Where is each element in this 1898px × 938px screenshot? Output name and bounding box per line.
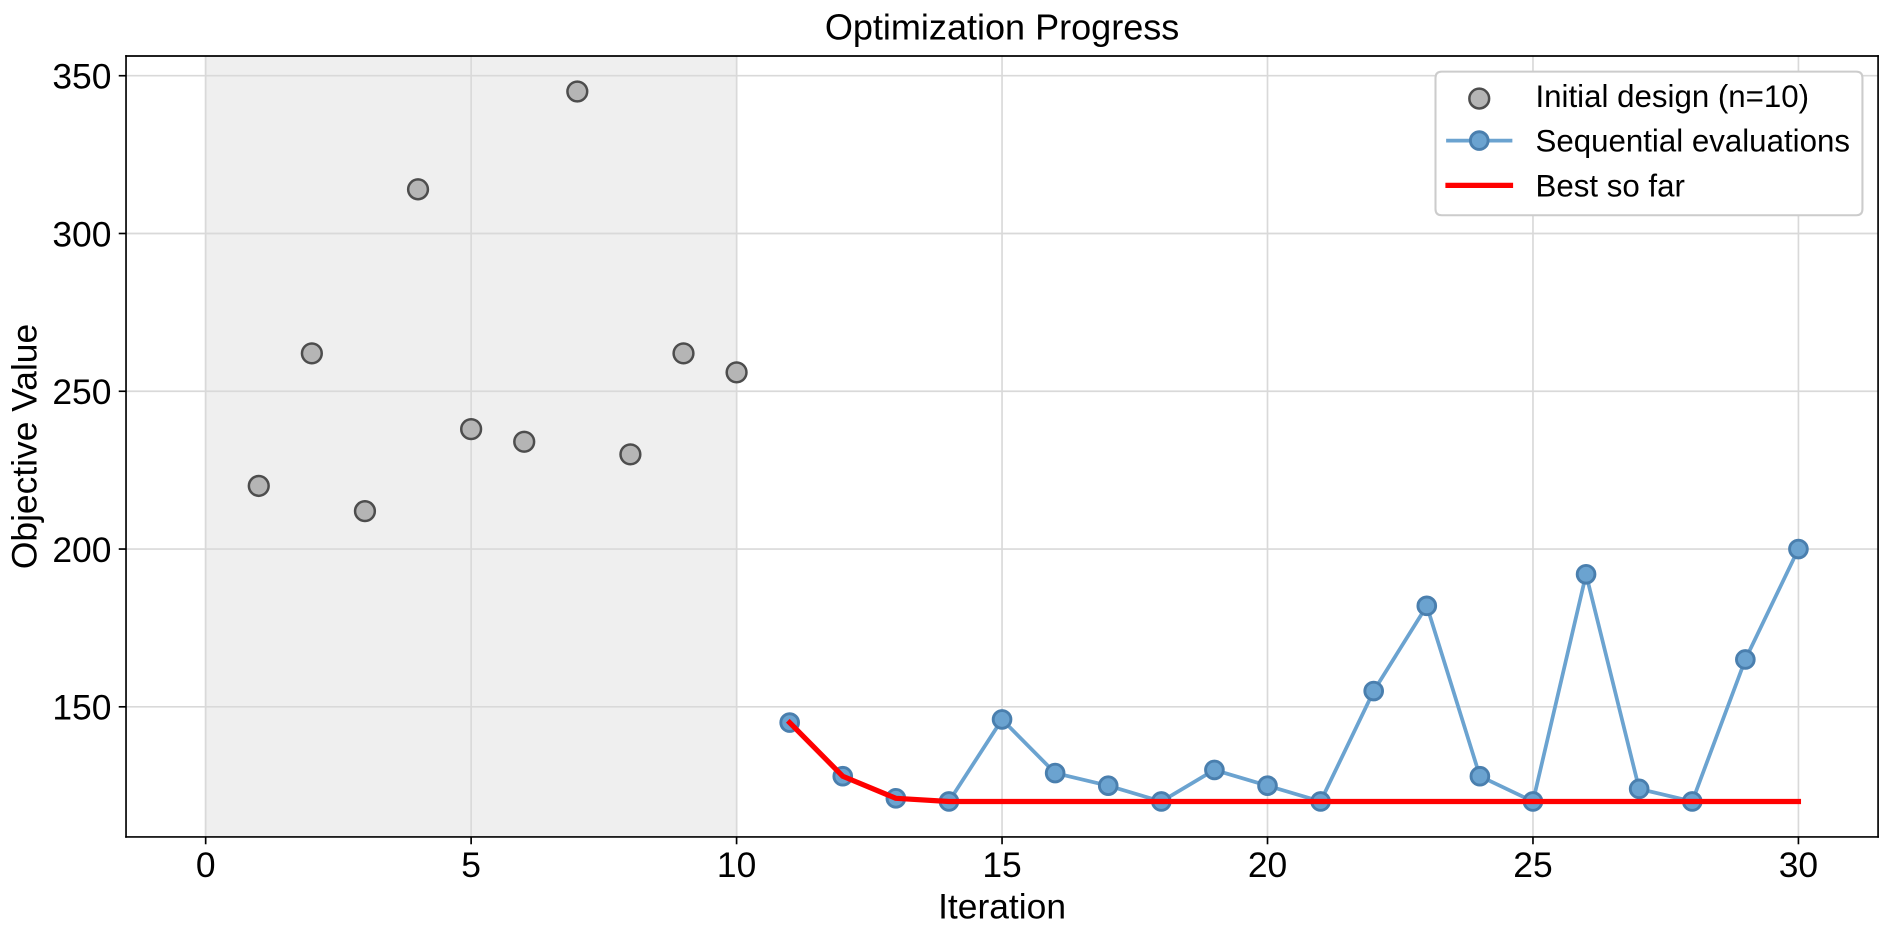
svg-text:Initial design (n=10): Initial design (n=10) <box>1535 79 1809 114</box>
svg-text:150: 150 <box>52 688 111 728</box>
svg-text:0: 0 <box>196 845 216 885</box>
svg-text:250: 250 <box>52 372 111 412</box>
svg-text:Iteration: Iteration <box>938 887 1066 927</box>
svg-text:200: 200 <box>52 530 111 570</box>
svg-text:25: 25 <box>1513 845 1552 885</box>
svg-text:5: 5 <box>461 845 481 885</box>
svg-text:10: 10 <box>717 845 756 885</box>
svg-text:Best so far: Best so far <box>1535 168 1684 203</box>
svg-text:20: 20 <box>1248 845 1287 885</box>
svg-text:Sequential evaluations: Sequential evaluations <box>1535 124 1849 159</box>
svg-text:Objective Value: Objective Value <box>5 324 45 569</box>
svg-text:350: 350 <box>52 57 111 97</box>
svg-text:30: 30 <box>1779 845 1818 885</box>
svg-text:15: 15 <box>982 845 1021 885</box>
svg-text:Optimization Progress: Optimization Progress <box>825 6 1179 47</box>
svg-text:300: 300 <box>52 214 111 254</box>
